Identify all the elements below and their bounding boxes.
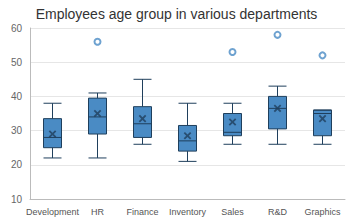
svg-text:Inventory: Inventory xyxy=(169,207,207,217)
svg-text:20: 20 xyxy=(11,159,23,170)
svg-text:40: 40 xyxy=(11,91,23,102)
svg-text:Employees age group in various: Employees age group in various departmen… xyxy=(36,6,318,22)
svg-text:R&D: R&D xyxy=(268,207,288,217)
svg-text:HR: HR xyxy=(91,207,104,217)
svg-text:10: 10 xyxy=(11,194,23,205)
svg-text:Graphics: Graphics xyxy=(304,207,341,217)
svg-text:50: 50 xyxy=(11,57,23,68)
svg-text:Sales: Sales xyxy=(221,207,244,217)
svg-text:Development: Development xyxy=(26,207,80,217)
svg-text:60: 60 xyxy=(11,23,23,34)
svg-text:Finance: Finance xyxy=(126,207,158,217)
svg-text:30: 30 xyxy=(11,125,23,136)
